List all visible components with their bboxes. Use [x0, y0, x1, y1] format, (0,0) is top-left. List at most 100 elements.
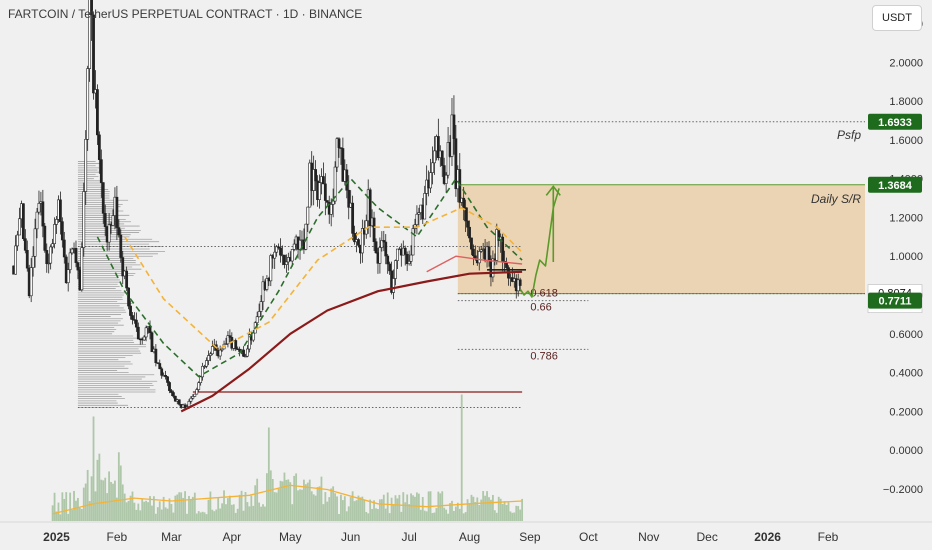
price-tick-label: −0.2000 [883, 484, 923, 496]
price-tick-label: 0.0000 [889, 445, 923, 457]
volume-bar [227, 498, 229, 521]
volume-bar [273, 492, 276, 521]
volume-bar [236, 508, 239, 521]
candle-body [144, 327, 148, 338]
volume-bar [149, 496, 151, 521]
candle-body [25, 250, 29, 269]
candle-body [335, 138, 339, 168]
volume-bar [299, 489, 301, 521]
volume-bar [513, 512, 516, 521]
volume-bar [334, 493, 336, 521]
volume-bar [456, 502, 459, 521]
volume-bar [80, 509, 83, 521]
volume-bar [347, 506, 350, 521]
volume-bar [264, 506, 266, 521]
candle-body [189, 397, 193, 402]
volume-bar [108, 471, 110, 521]
candle-body [396, 248, 399, 261]
candle-body [21, 203, 25, 240]
volume-bar [164, 507, 167, 521]
volume-bar [115, 497, 118, 521]
volume-bar [361, 496, 364, 521]
zone-label: Daily S/R [811, 192, 861, 206]
volume-bar [240, 490, 243, 521]
candle-body [411, 228, 415, 256]
volume-bar [67, 513, 70, 521]
volume-bar [351, 491, 354, 521]
price-label: 1.3684 [868, 176, 922, 193]
candle-body [368, 189, 372, 227]
time-tick-label: Feb [107, 530, 128, 544]
volume-bar [195, 513, 198, 521]
volume-bar [497, 496, 500, 521]
candle-body [70, 248, 74, 254]
candle-body [360, 228, 364, 254]
volume-bar [143, 501, 146, 521]
candle-body [403, 247, 407, 255]
candle-body [18, 218, 21, 236]
volume-bar [363, 499, 366, 521]
volume-bar [207, 499, 210, 521]
currency-button[interactable]: USDT [872, 5, 922, 31]
candle-body [62, 239, 66, 258]
volume-bar [223, 490, 225, 521]
volume-bar [172, 512, 175, 521]
candle-body [199, 376, 203, 383]
volume-bar [410, 493, 412, 521]
volume-bar [182, 497, 185, 521]
volume-bar [392, 504, 395, 521]
volume-bar [96, 459, 99, 521]
price-label-box [868, 292, 922, 309]
volume-bar [480, 499, 483, 521]
time-tick-label: Nov [638, 530, 659, 544]
candle-body [466, 220, 469, 228]
volume-bar [503, 501, 506, 521]
volume-bar [505, 505, 508, 521]
candle-body [45, 250, 49, 264]
volume-bar [357, 495, 360, 521]
volume-bar [476, 497, 479, 521]
volume-bar [330, 488, 333, 521]
volume-bar [135, 509, 138, 521]
volume-bar [365, 511, 368, 521]
volume-bar [131, 491, 134, 521]
candle-body [97, 134, 101, 160]
volume-bar [380, 499, 383, 521]
candle-body [407, 261, 411, 265]
volume-bar [162, 496, 165, 521]
volume-bar [225, 504, 227, 521]
projection-path [519, 188, 560, 298]
volume-bar [287, 479, 290, 521]
candle-body [444, 174, 448, 184]
candle-body [14, 245, 17, 275]
candle-body [436, 136, 440, 158]
volume-bar [312, 494, 315, 521]
price-tick-label: 0.6000 [889, 329, 923, 341]
candle-body [74, 247, 78, 263]
price-label-text: 1.6933 [878, 117, 912, 129]
candle-body [129, 305, 132, 316]
volume-bar [517, 506, 520, 521]
volume-bar [332, 486, 335, 521]
volume-bar [151, 505, 153, 521]
volume-bar [203, 512, 206, 521]
candle-body [464, 207, 468, 222]
volume-bar [277, 488, 280, 521]
candle-body [68, 252, 72, 270]
time-tick-label: Mar [161, 530, 182, 544]
candle-body [82, 191, 86, 248]
candle-body [431, 162, 434, 173]
volume-bar [404, 502, 407, 521]
volume-bar [371, 508, 374, 521]
candle-body [394, 260, 397, 279]
volume-bar [228, 495, 231, 521]
volume-bar [275, 492, 278, 521]
volume-bar [468, 503, 471, 521]
candle-body [150, 332, 154, 353]
volume-bar [478, 505, 481, 521]
volume-bar [55, 511, 58, 521]
candle-body [454, 138, 458, 190]
volume-bar [112, 483, 114, 521]
candle-body [468, 226, 471, 239]
